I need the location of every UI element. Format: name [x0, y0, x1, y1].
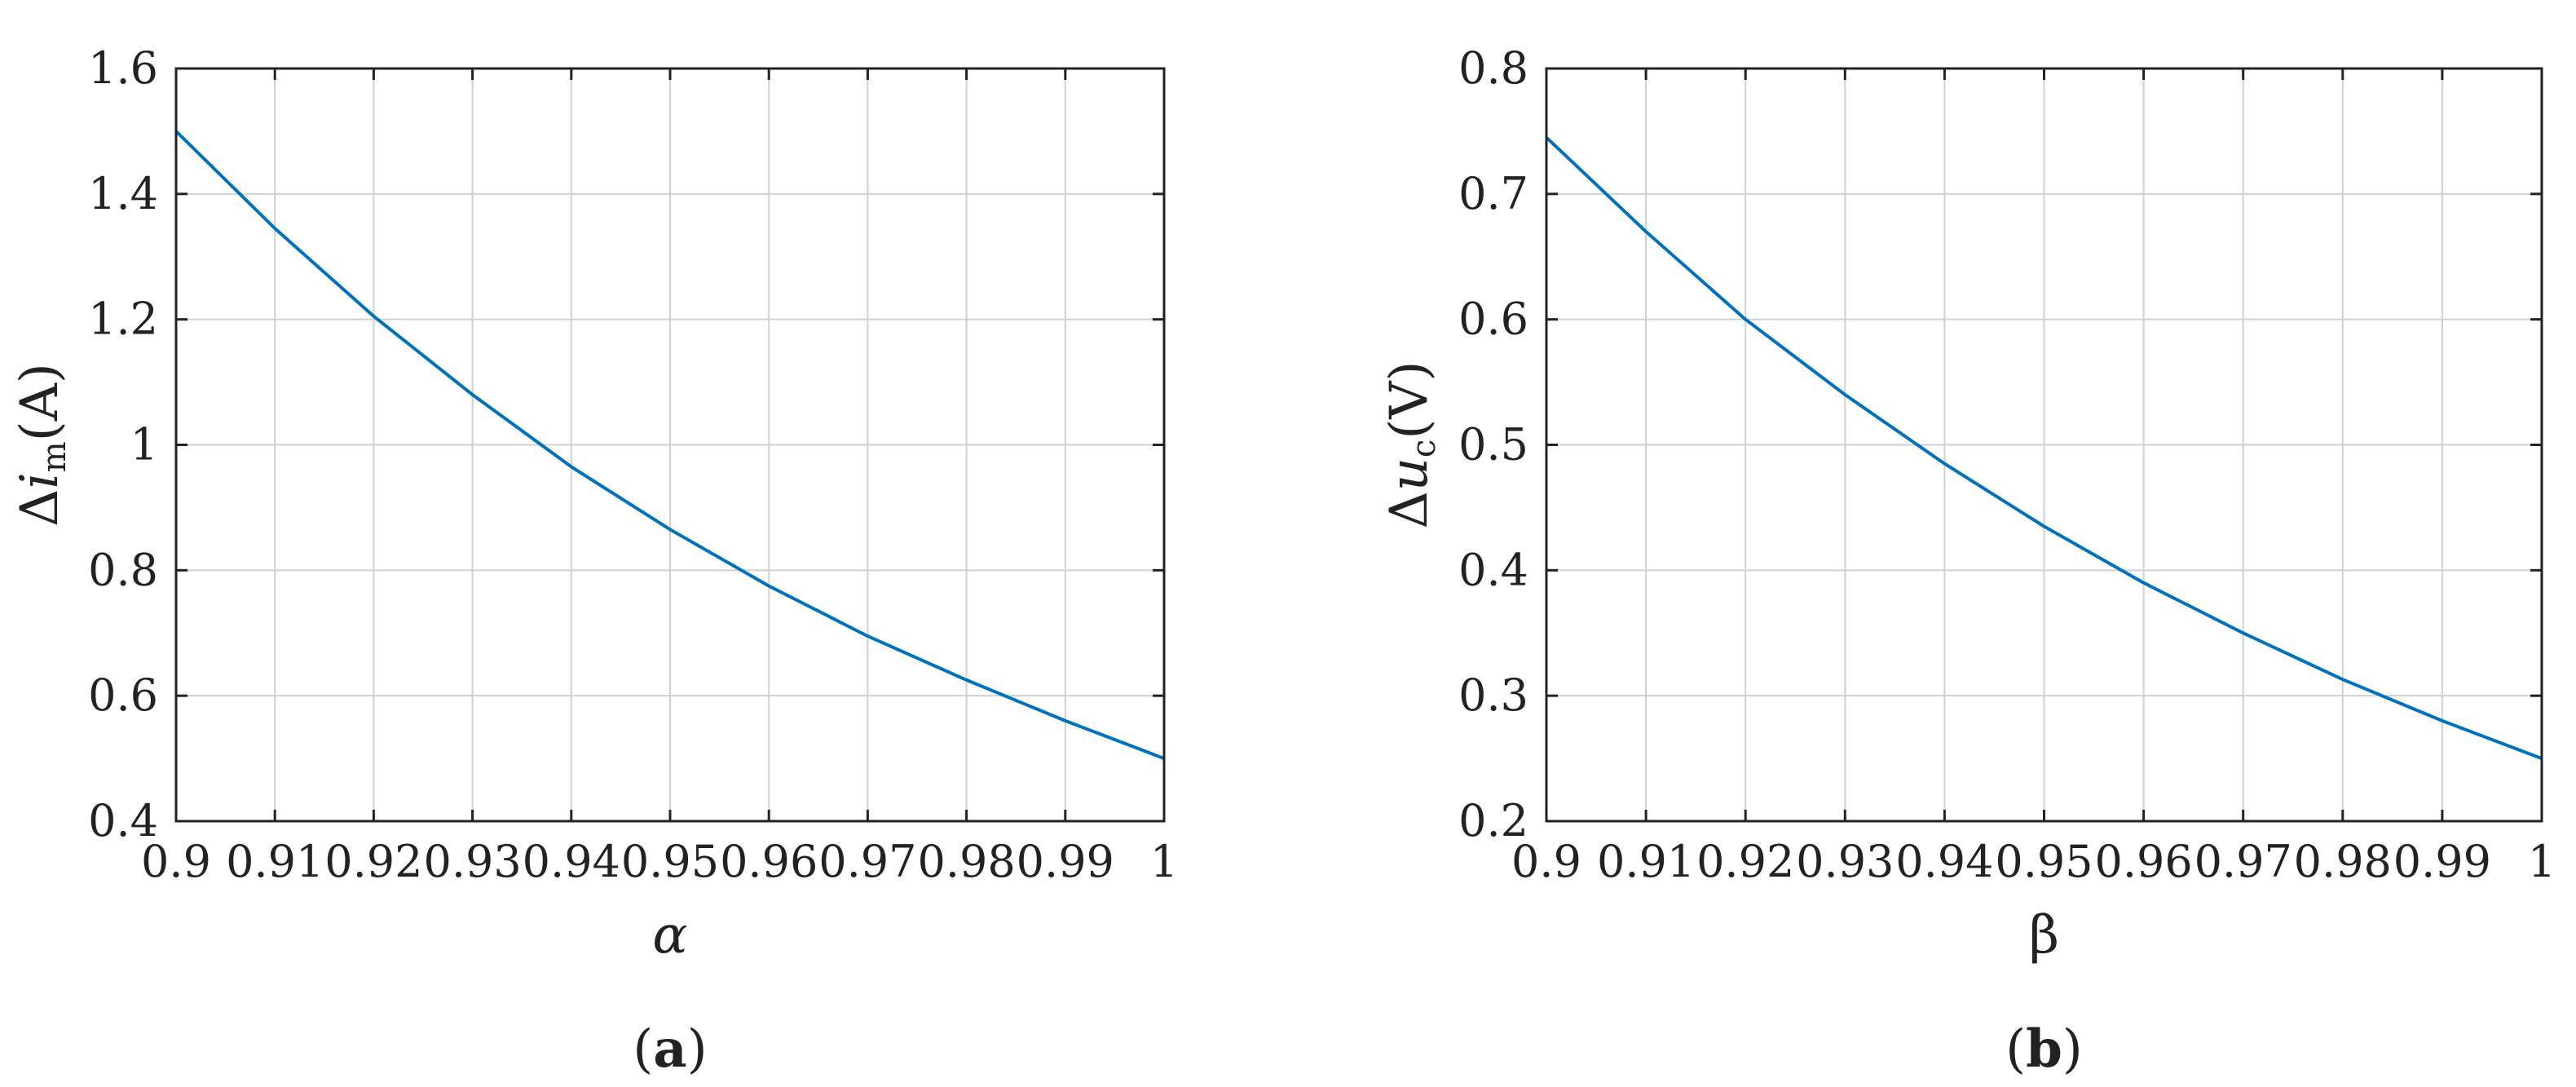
- chart-b-x-tick-label: 1: [2528, 836, 2556, 887]
- chart-b-y-tick-label: 0.8: [1458, 42, 1528, 94]
- chart-a-y-label-var: i: [10, 472, 70, 488]
- chart-b-x-tick-label: 0.92: [1696, 836, 1794, 887]
- chart-a-x-axis-label: α: [652, 905, 687, 965]
- chart-b-x-tick-label: 0.98: [2294, 836, 2392, 887]
- chart-b-caption: (b): [2005, 1019, 2083, 1080]
- chart-b-y-tick-label: 0.7: [1458, 168, 1528, 219]
- chart-a-y-tick-label: 1.6: [88, 42, 158, 94]
- chart-b-y-tick-label: 0.6: [1458, 294, 1528, 345]
- chart-b-x-tick-label: 0.97: [2194, 836, 2292, 887]
- chart-a-x-tick-label: 0.95: [621, 836, 719, 887]
- chart-b-y-tick-label: 0.4: [1458, 544, 1528, 595]
- chart-b-caption-letter: b: [2026, 1019, 2062, 1080]
- chart-a-x-tick-label: 0.96: [720, 836, 818, 887]
- chart-b-x-tick-label: 0.93: [1796, 836, 1894, 887]
- chart-b-x-tick-label: 0.91: [1597, 836, 1695, 887]
- chart-b-y-label-sub: c: [1405, 440, 1443, 457]
- chart-a-x-tick-label: 0.94: [523, 836, 620, 887]
- chart-b-x-axis-label: β: [2029, 905, 2059, 965]
- chart-a-y-tick-label: 0.6: [88, 669, 158, 721]
- chart-a-y-label-prefix: Δ: [10, 489, 70, 527]
- chart-b-x-tick-label: 0.94: [1895, 836, 1993, 887]
- chart-a-caption-letter: a: [653, 1019, 686, 1080]
- chart-a-y-tick-label: 0.4: [88, 795, 158, 846]
- chart-a-y-label-unit: (A): [10, 363, 70, 441]
- chart-a-x-tick-label: 0.97: [818, 836, 916, 887]
- chart-a-caption: (a): [633, 1019, 707, 1080]
- chart-b-x-tick-label: 0.96: [2094, 836, 2192, 887]
- chart-a-y-label-sub: m: [36, 441, 73, 472]
- chart-a-x-tick-label: 0.92: [324, 836, 422, 887]
- chart-a-y-axis-label: Δim(A): [10, 363, 73, 527]
- chart-a-y-tick-label: 1.2: [88, 294, 158, 345]
- chart-b-x-tick-label: 0.99: [2393, 836, 2491, 887]
- chart-b-y-axis-label: Δuc(V): [1379, 361, 1443, 529]
- chart-a-y-tick-label: 1: [130, 419, 158, 471]
- chart-b-y-label-prefix: Δ: [1379, 491, 1440, 528]
- chart-a-x-tick-label: 0.98: [917, 836, 1015, 887]
- chart-a-x-tick-label: 0.93: [423, 836, 521, 887]
- chart-a-y-tick-label: 1.4: [88, 168, 158, 219]
- chart-b-y-tick-label: 0.2: [1458, 795, 1528, 846]
- chart-a-x-tick-label: 1: [1150, 836, 1178, 887]
- chart-b-y-tick-label: 0.3: [1458, 669, 1528, 721]
- chart-b-y-label-var: u: [1379, 457, 1440, 491]
- chart-a-x-tick-label: 0.91: [226, 836, 324, 887]
- chart-b-y-tick-label: 0.5: [1458, 419, 1528, 471]
- chart-a-x-tick-label: 0.99: [1017, 836, 1114, 887]
- chart-b-x-tick-label: 0.95: [1995, 836, 2093, 887]
- chart-a-y-tick-label: 0.8: [88, 544, 158, 595]
- chart-b-y-label-unit: (V): [1379, 361, 1440, 440]
